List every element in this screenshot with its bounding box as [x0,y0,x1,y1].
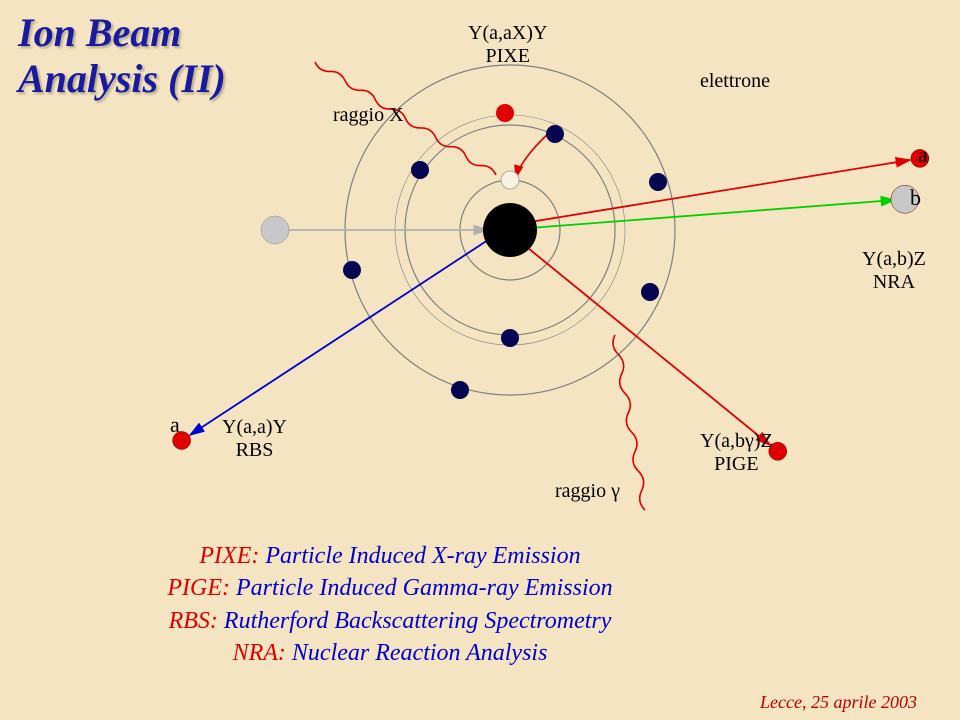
label-elettrone: elettrone [700,70,770,93]
label-rbs: Y(a,a)Y RBS [222,416,287,462]
label-a-particle: a [918,142,928,168]
label-nra: Y(a,b)Z NRA [862,248,926,294]
legend: PIXE: Particle Induced X-ray EmissionPIG… [80,540,700,670]
label-pige: Y(a,bγ)Z PIGE [700,430,773,476]
title-line1: Ion Beam [18,10,226,56]
label-raggio-gamma: raggio γ [555,480,620,503]
label-pixe: Y(a,aX)Y PIXE [468,22,547,68]
legend-line: PIGE: Particle Induced Gamma-ray Emissio… [80,572,700,604]
footer-text: Lecce, 25 aprile 2003 [760,692,917,713]
slide-title: Ion Beam Analysis (II) [18,10,226,102]
legend-line: PIXE: Particle Induced X-ray Emission [80,540,700,572]
legend-line: RBS: Rutherford Backscattering Spectrome… [80,605,700,637]
label-b-particle: b [910,185,921,211]
label-raggio-x: raggio X [333,104,404,127]
title-line2: Analysis (II) [18,56,226,102]
label-a-backscatter: a [170,412,180,438]
legend-line: NRA: Nuclear Reaction Analysis [80,637,700,669]
